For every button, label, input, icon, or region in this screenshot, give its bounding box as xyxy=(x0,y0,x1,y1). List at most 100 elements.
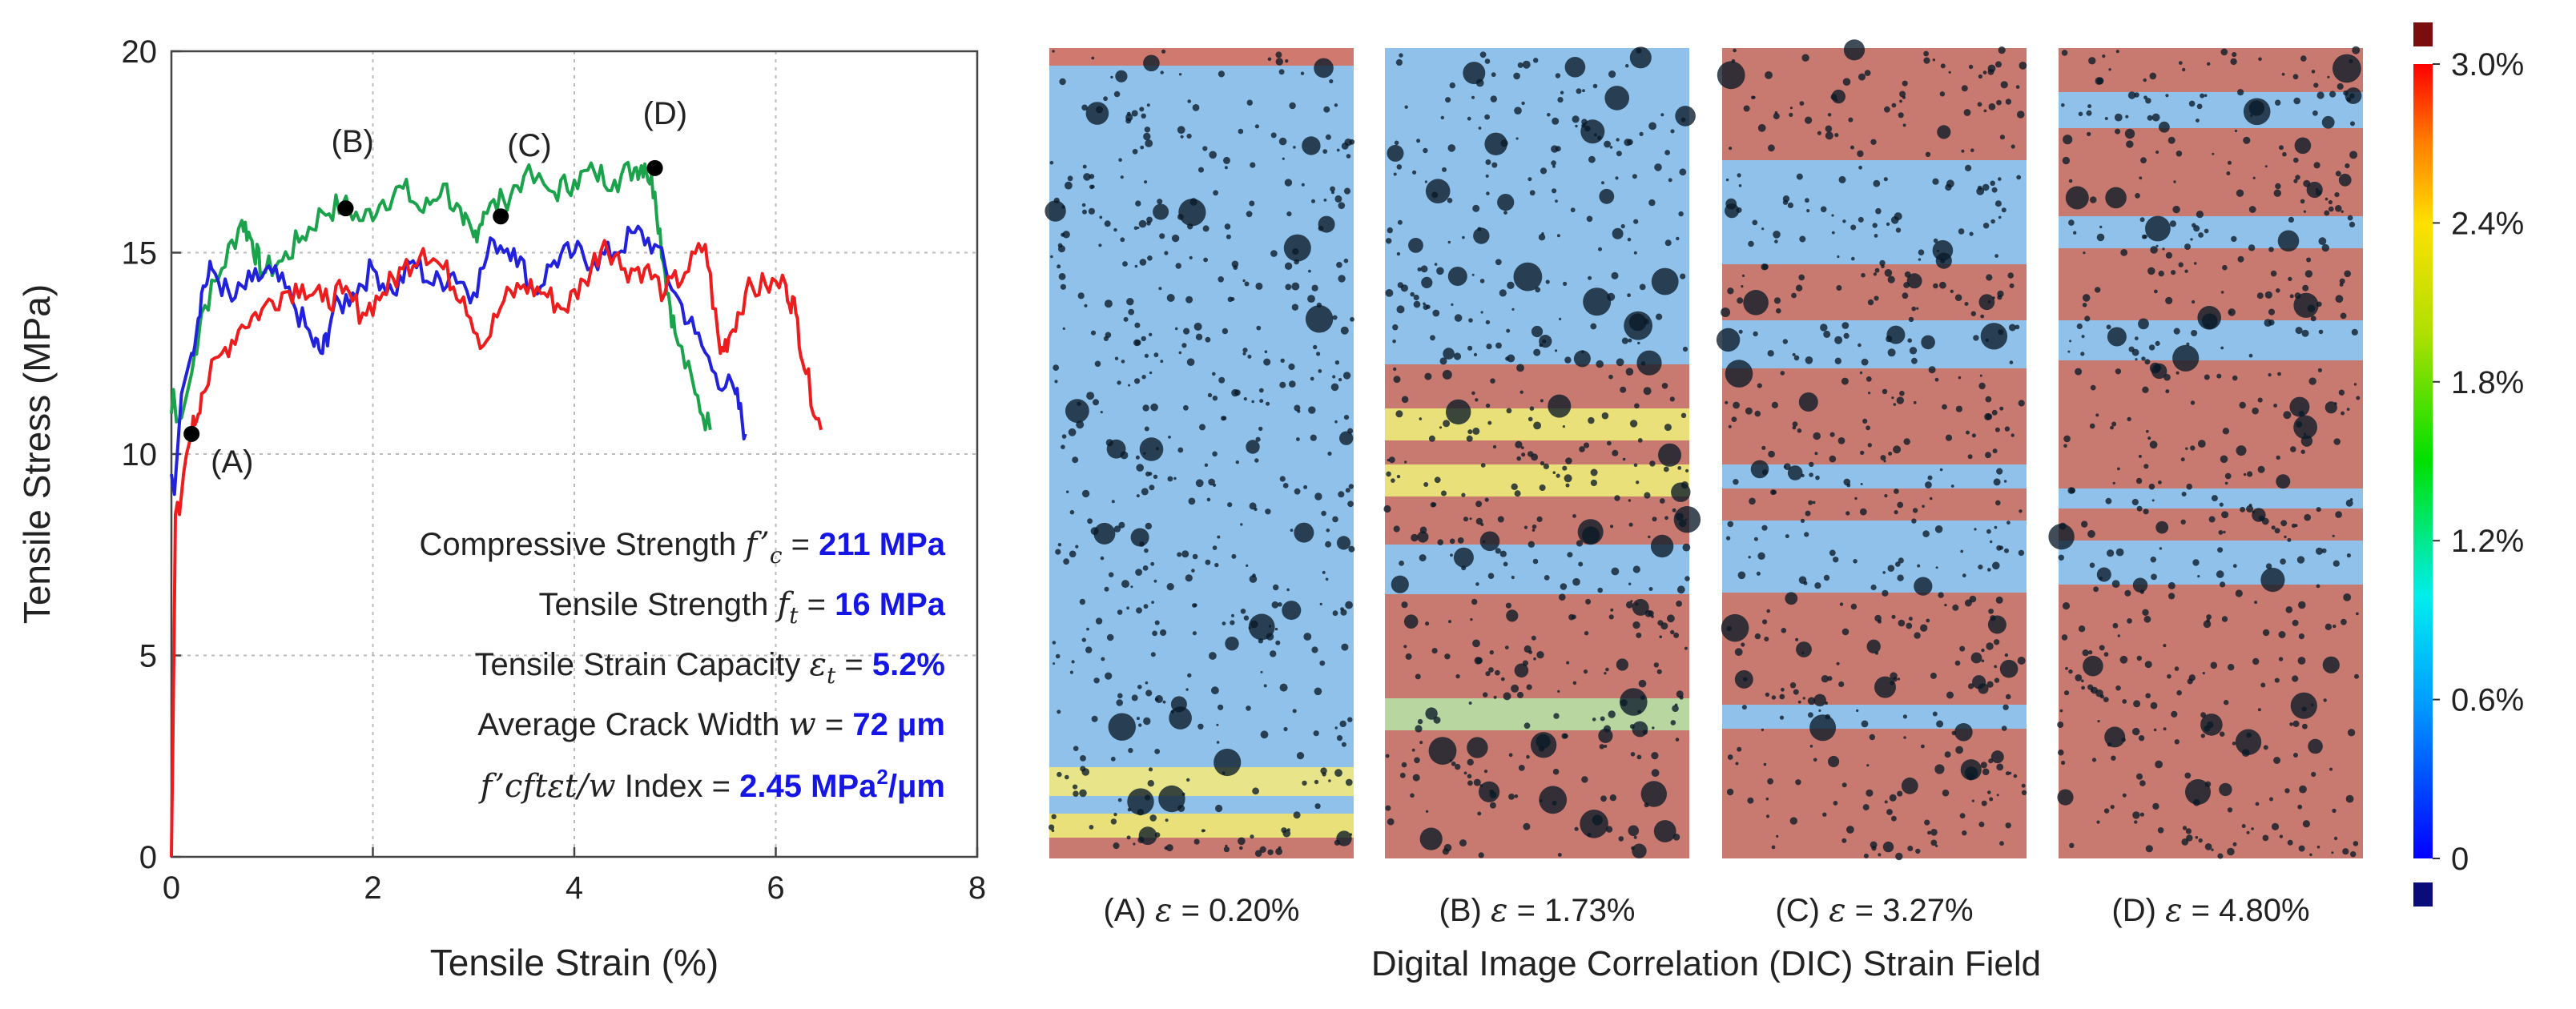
pore-dot xyxy=(2096,820,2100,824)
pore-dot xyxy=(1629,46,1652,69)
pore-dot xyxy=(1153,474,1158,479)
pore-dot xyxy=(2321,548,2327,553)
pore-dot xyxy=(1471,391,1475,396)
pore-dot xyxy=(2108,68,2111,71)
pore-dot xyxy=(2068,219,2075,226)
pore-dot xyxy=(2352,46,2361,54)
pore-dot xyxy=(1930,829,1938,836)
pore-dot xyxy=(1932,178,1939,185)
colorbar-tick-label: 0.6% xyxy=(2451,683,2524,718)
pore-dot xyxy=(1079,789,1087,798)
pore-dot xyxy=(1479,279,1485,283)
pore-dot xyxy=(1869,734,1875,741)
pore-dot xyxy=(1779,693,1785,700)
pore-dot xyxy=(1289,102,1296,110)
pore-dot xyxy=(1120,175,1124,179)
pore-dot xyxy=(1620,223,1625,229)
pore-dot xyxy=(1538,234,1546,241)
pore-dot xyxy=(1636,480,1640,484)
pore-dot xyxy=(2221,511,2229,519)
pore-dot xyxy=(1101,657,1105,661)
pore-dot xyxy=(1882,589,1889,597)
pore-dot xyxy=(1716,328,1741,352)
pore-dot xyxy=(2322,656,2340,673)
pore-dot xyxy=(2178,262,2184,267)
pore-dot xyxy=(1805,116,1813,124)
pore-dot xyxy=(2095,77,2103,85)
tensile-strength-value: 16 MPa xyxy=(835,587,946,622)
pore-dot xyxy=(1761,227,1765,231)
pore-dot xyxy=(1213,483,1217,488)
pore-dot xyxy=(1060,283,1066,290)
pore-dot xyxy=(1772,489,1777,495)
pore-dot xyxy=(2224,700,2229,705)
pore-dot xyxy=(1771,401,1778,408)
pore-dot xyxy=(2273,189,2281,197)
pore-dot xyxy=(1349,139,1355,145)
pore-dot xyxy=(1836,661,1840,665)
pore-dot xyxy=(1588,275,1592,280)
pore-dot xyxy=(2181,492,2187,496)
pore-dot xyxy=(1125,118,1132,124)
pore-dot xyxy=(1940,63,1946,69)
pore-dot xyxy=(1781,687,1785,692)
pore-dot xyxy=(1290,529,1294,533)
pore-dot xyxy=(1648,122,1656,131)
pore-dot xyxy=(1837,255,1840,259)
pore-dot xyxy=(2115,685,2121,691)
pore-dot xyxy=(2159,121,2170,133)
pore-dot xyxy=(1205,559,1211,565)
pore-dot xyxy=(1860,450,1865,456)
pore-dot xyxy=(1661,383,1668,389)
pore-dot xyxy=(2095,287,2101,293)
pore-dot xyxy=(2120,249,2128,256)
pore-dot xyxy=(1242,279,1246,283)
pore-dot xyxy=(2138,735,2145,742)
pore-dot xyxy=(1928,366,1936,374)
pore-dot xyxy=(1323,199,1327,202)
pore-dot xyxy=(1530,732,1557,758)
pore-dot xyxy=(1633,251,1637,255)
pore-dot xyxy=(1423,482,1429,487)
pore-dot xyxy=(1170,696,1187,713)
pore-dot xyxy=(1639,283,1646,291)
pore-dot xyxy=(2254,601,2258,605)
pore-dot xyxy=(1785,534,1789,539)
pore-dot xyxy=(1103,96,1108,102)
pore-dot xyxy=(1231,388,1239,397)
pore-dot xyxy=(1622,457,1626,461)
pore-dot xyxy=(1113,812,1117,817)
pore-dot xyxy=(2276,474,2291,489)
pore-dot xyxy=(1411,748,1415,752)
pore-dot xyxy=(1568,613,1575,621)
pore-dot xyxy=(2117,634,2120,637)
pore-dot xyxy=(2061,50,2068,56)
pore-dot xyxy=(1251,400,1254,404)
pore-dot xyxy=(2111,421,2117,427)
pore-dot xyxy=(1609,146,1613,149)
pore-dot xyxy=(1784,463,1791,470)
pore-dot xyxy=(2346,408,2350,411)
pore-dot xyxy=(1927,475,1933,480)
pore-dot xyxy=(2143,464,2149,469)
pore-dot xyxy=(1516,364,1524,372)
pore-dot xyxy=(1254,458,1259,463)
pore-dot xyxy=(2321,115,2335,129)
pore-dot xyxy=(1110,756,1116,762)
pore-dot xyxy=(1532,524,1537,529)
pore-dot xyxy=(2198,232,2204,238)
pore-dot xyxy=(2251,827,2254,830)
pore-dot xyxy=(1798,576,1807,585)
pore-dot xyxy=(1477,811,1482,816)
compressive-strength-row: Compressive Strength f’c = 211 MPa xyxy=(420,526,946,569)
pore-dot xyxy=(1630,752,1636,757)
pore-dot xyxy=(1131,110,1138,117)
pore-dot xyxy=(1399,772,1406,778)
pore-dot xyxy=(2317,368,2322,372)
pore-dot xyxy=(1145,522,1152,530)
pore-dot xyxy=(1553,713,1560,719)
pore-dot xyxy=(1987,615,2006,634)
pore-dot xyxy=(2226,171,2231,175)
pore-dot xyxy=(1252,787,1259,795)
pore-dot xyxy=(2107,549,2115,557)
